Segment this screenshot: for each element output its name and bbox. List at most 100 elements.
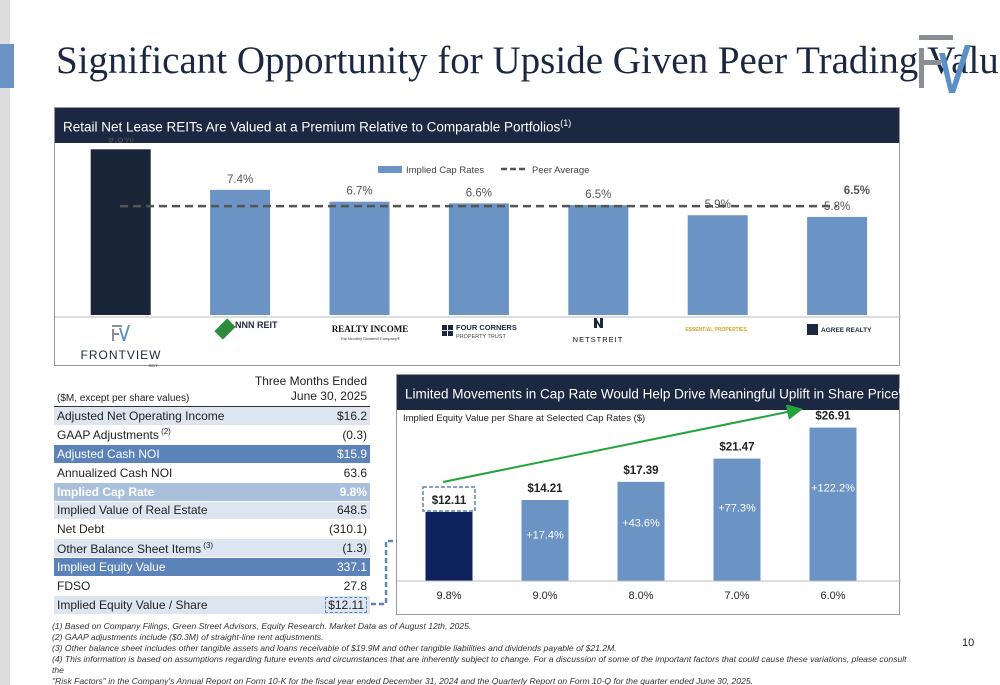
page-title: Significant Opportunity for Upside Given… (56, 39, 1000, 82)
share-price-bar (809, 427, 857, 581)
row-value: $12.11 (242, 595, 370, 615)
four-corners-logo: FOUR CORNERS PROPERTY TRUST (442, 323, 517, 340)
share-price-label: $14.21 (527, 483, 563, 495)
cap-rate-bar (687, 215, 748, 315)
footnote-1: (1) Based on Company Filings, Green Stre… (52, 621, 472, 631)
share-price-chart-title: Implied Equity Value per Share at Select… (403, 413, 645, 424)
uplift-label: +43.6% (622, 518, 660, 530)
legend-bar-swatch (378, 166, 402, 173)
row-label: Adjusted Net Operating Income (54, 406, 242, 426)
table-row: Adjusted Net Operating Income $16.2 (54, 406, 370, 426)
cap-rate-label: 9.8% (108, 138, 134, 145)
cap-rate-label: 7.4% (227, 174, 253, 186)
netstreit-icon (594, 318, 603, 328)
frontview-logo-sub: REIT (148, 363, 158, 367)
row-label: FDSO (54, 576, 242, 597)
cap-rate-label: 5.8% (824, 201, 850, 213)
equity-value-share-highlight: $12.11 (325, 597, 367, 614)
share-price-bar (521, 500, 569, 581)
legend-peer-average: Peer Average (532, 165, 589, 176)
share-price-header-text: Limited Movements in Cap Rate Would Help… (405, 386, 899, 402)
row-label: Implied Equity Value / Share (54, 595, 242, 615)
table-header-label: ($M, except per share values) (54, 374, 242, 407)
page-number: 10 (962, 637, 975, 649)
row-value: (310.1) (242, 519, 370, 540)
agree-realty-logo: AGREE REALTY (807, 324, 872, 335)
cap-rate-bar (329, 201, 390, 315)
uplift-label: +17.4% (526, 529, 564, 541)
share-price-bar (425, 511, 473, 581)
essential-properties-logo: ESSENTIAL PROPERTIES (685, 327, 747, 333)
realty-income-logo: REALTY INCOME The Monthly Dividend Compan… (332, 324, 409, 341)
cap-rate-tick-label: 9.8% (436, 590, 461, 602)
cap-rate-tick-label: 6.0% (820, 590, 845, 602)
essential-text: ESSENTIAL PROPERTIES (685, 327, 747, 333)
current-price-highlight-box (422, 486, 476, 512)
nnn-diamond-icon (214, 318, 236, 340)
cap-rate-bar (568, 205, 629, 315)
period-line1: Three Months Ended (254, 374, 367, 388)
cap-rate-label: 5.9% (705, 199, 731, 211)
realty-income-sub: The Monthly Dividend Company® (340, 336, 400, 341)
footnotes: (1) Based on Company Filings, Green Stre… (52, 621, 912, 685)
frontview-v-icon (119, 325, 130, 341)
period-line2: June 30, 2025 (290, 389, 367, 403)
table-row: FDSO 27.8 (54, 576, 370, 597)
cap-rate-bar (807, 216, 868, 315)
cap-rate-bar (448, 203, 509, 315)
table-row: Implied Equity Value 337.1 (54, 557, 370, 578)
share-price-header-sup: (4) (898, 385, 910, 395)
cap-rate-tick-label: 9.0% (532, 590, 557, 602)
footnote-4-cont: "Risk Factors" in the Company's Annual R… (52, 676, 754, 685)
frontview-mark-icon (112, 325, 122, 341)
table-row: Implied Equity Value / Share $12.11 (54, 595, 370, 615)
share-price-bar (713, 458, 761, 581)
cap-rate-tick-label: 7.0% (724, 590, 749, 602)
table-row: Adjusted Cash NOI $15.9 (54, 444, 370, 464)
row-value: $15.9 (242, 444, 370, 464)
agree-text: AGREE REALTY (821, 327, 872, 334)
table-row: GAAP Adjustments (2) (0.3) (54, 425, 370, 445)
row-value: (1.3) (242, 538, 370, 559)
nnn-reit-logo: NNN REIT (214, 318, 278, 340)
valuation-table: ($M, except per share values) Three Mont… (54, 374, 370, 615)
share-price-bar (617, 481, 665, 581)
share-price-panel: Limited Movements in Cap Rate Would Help… (396, 374, 909, 615)
table-row: Other Balance Sheet Items (3) (1.3) (54, 538, 370, 559)
realty-income-text: REALTY INCOME (332, 324, 409, 334)
cap-rate-header-text: Retail Net Lease REITs Are Valued at a P… (63, 119, 561, 135)
four-corners-sub: PROPERTY TRUST (456, 334, 506, 340)
row-label: Implied Cap Rate (54, 482, 242, 502)
share-price-label: $12.11 (432, 495, 467, 507)
row-value: $16.2 (242, 406, 370, 426)
cap-rate-panel: Retail Net Lease REITs Are Valued at a P… (54, 107, 901, 367)
footnote-3: (3) Other balance sheet includes other t… (52, 643, 617, 653)
uplift-label: +77.3% (718, 502, 756, 514)
share-price-label: $21.47 (719, 442, 754, 454)
side-accent (0, 44, 14, 88)
footnote-4: (4) This information is based on assumpt… (52, 654, 907, 675)
legend-cap-rates: Implied Cap Rates (406, 165, 484, 176)
cap-rate-bar (90, 149, 151, 315)
share-price-label: $26.91 (815, 411, 851, 423)
side-strip (0, 0, 10, 685)
cap-rate-label: 6.6% (466, 187, 492, 199)
table-header-period: Three Months Ended June 30, 2025 (242, 374, 370, 407)
row-value: 648.5 (242, 501, 370, 521)
cap-rate-tick-label: 8.0% (628, 590, 653, 602)
row-label: Implied Equity Value (54, 557, 242, 578)
uplift-trend-arrow (442, 405, 803, 483)
frontview-logo-text: FRONTVIEW (81, 348, 162, 362)
four-corners-icon (442, 325, 453, 336)
share-price-label: $17.39 (623, 465, 658, 477)
row-label: GAAP Adjustments (2) (54, 425, 242, 445)
footnote-2: (2) GAAP adjustments include ($0.3M) of … (52, 632, 324, 642)
nnn-logo-text: NNN REIT (235, 320, 278, 330)
row-footnote-ref: (2) (158, 427, 171, 437)
row-value: 9.8% (242, 482, 370, 502)
peer-average-label: 6.5% (844, 185, 870, 197)
table-row: Implied Value of Real Estate 648.5 (54, 501, 370, 521)
cap-rate-header-sup: (1) (560, 118, 572, 128)
share-price-panel-header: Limited Movements in Cap Rate Would Help… (397, 375, 909, 410)
row-value: 27.8 (242, 576, 370, 597)
